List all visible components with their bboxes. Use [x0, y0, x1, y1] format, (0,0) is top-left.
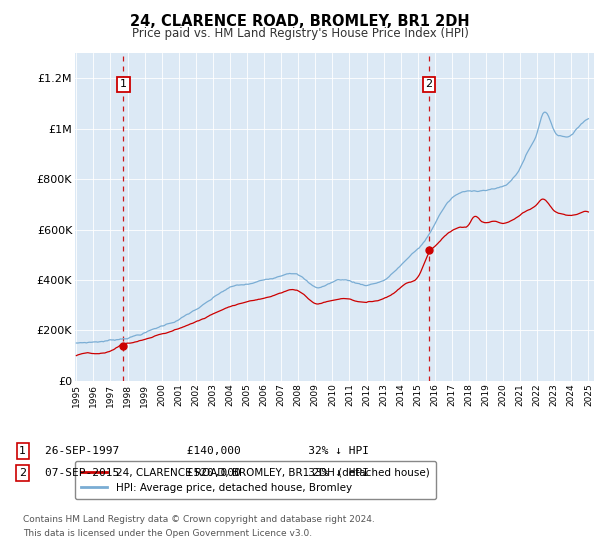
Legend: 24, CLARENCE ROAD, BROMLEY, BR1 2DH (detached house), HPI: Average price, detach: 24, CLARENCE ROAD, BROMLEY, BR1 2DH (det… [75, 461, 436, 499]
Text: 26-SEP-1997          £140,000          32% ↓ HPI: 26-SEP-1997 £140,000 32% ↓ HPI [45, 446, 369, 456]
Text: 07-SEP-2015          £520,000          33% ↓ HPI: 07-SEP-2015 £520,000 33% ↓ HPI [45, 468, 369, 478]
Text: 1: 1 [120, 80, 127, 90]
Text: Contains HM Land Registry data © Crown copyright and database right 2024.
This d: Contains HM Land Registry data © Crown c… [23, 515, 374, 538]
Text: 1: 1 [19, 446, 26, 456]
Text: 2: 2 [19, 468, 26, 478]
Text: 24, CLARENCE ROAD, BROMLEY, BR1 2DH: 24, CLARENCE ROAD, BROMLEY, BR1 2DH [130, 14, 470, 29]
Text: 2: 2 [425, 80, 433, 90]
Text: Price paid vs. HM Land Registry's House Price Index (HPI): Price paid vs. HM Land Registry's House … [131, 27, 469, 40]
